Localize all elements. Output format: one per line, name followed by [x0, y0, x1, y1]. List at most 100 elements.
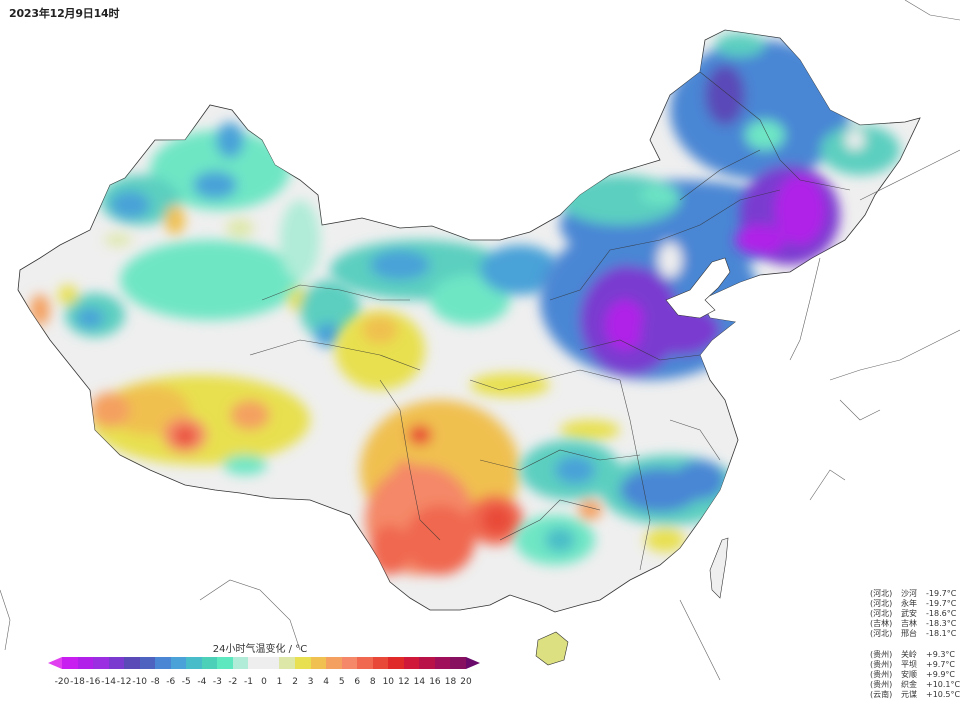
colorbar-segment [403, 657, 420, 669]
colorbar-segment [419, 657, 435, 669]
province-borders [249, 71, 851, 571]
colorbar-segment [434, 657, 451, 669]
station-value: +10.1°C [926, 680, 960, 689]
colorbar-tick-label: -20 [54, 677, 70, 687]
colorbar-segment [170, 657, 187, 669]
station-value: -19.7°C [926, 599, 957, 608]
station-province: (河北) [870, 629, 893, 638]
colorbar-segment [108, 657, 125, 669]
colorbar-tick-label: 5 [338, 677, 345, 687]
colorbar-segment [372, 657, 389, 669]
station-name: 沙河 [901, 589, 917, 598]
colorbar-segment [326, 657, 342, 669]
station-value: -19.7°C [926, 589, 957, 598]
colorbar-segment [294, 657, 311, 669]
map-timestamp: 2023年12月9日14时 [9, 7, 120, 20]
station-name: 元谋 [901, 690, 917, 699]
colorbar-segment [232, 657, 249, 669]
station-row: (贵州) 织金 +10.1°C [870, 680, 960, 690]
station-name: 关岭 [901, 650, 917, 659]
colorbar-tick-label: -16 [85, 677, 101, 687]
station-province: (贵州) [870, 680, 893, 689]
colorbar-segment [155, 657, 171, 669]
colorbar-ticks: -20 -18 -16 -14 -12 -10 -8 -6 -5 -4 -3 -2 -1 0 1 2 3 4 5 6 8… [55, 677, 472, 689]
station-province: (云南) [870, 690, 893, 699]
station-province: (吉林) [870, 619, 893, 628]
colorbar-segment [279, 657, 295, 669]
colorbar-tick-label: -6 [166, 677, 176, 687]
colorbar-tick-label: 8 [369, 677, 376, 687]
coldest-stations-list: (河北) 沙河 -19.7°C (河北) 永年 -19.7°C (河北) 武安 -18.6°C(… [870, 589, 956, 639]
station-row: (吉林) 吉林 -18.3°C [870, 619, 956, 629]
station-province: (贵州) [870, 670, 893, 679]
colorbar-tick-label: -8 [150, 677, 160, 687]
colorbar-segment [263, 657, 280, 669]
station-province: (河北) [870, 599, 893, 608]
colorbar-segment [124, 657, 140, 669]
station-value: -18.3°C [926, 619, 957, 628]
neighbor-coastlines [0, 0, 960, 681]
colorbar-tick-label: -4 [197, 677, 207, 687]
colorbar-tick-label: -3 [212, 677, 222, 687]
station-province: (河北) [870, 609, 893, 618]
colorbar-under-arrow [48, 657, 62, 669]
colorbar-segment [248, 657, 264, 669]
temperature-field [30, 33, 900, 575]
station-name: 武安 [901, 609, 917, 618]
station-name: 吉林 [901, 619, 917, 628]
colorbar-tick-label: -5 [181, 677, 191, 687]
colorbar-tick-label: 16 [429, 677, 441, 687]
colorbar-segment [388, 657, 404, 669]
station-name: 平坝 [901, 660, 917, 669]
colorbar-tick-label: 20 [460, 677, 472, 687]
colorbar-tick-label: 6 [354, 677, 361, 687]
station-name: 永年 [901, 599, 917, 608]
colorbar-tick-label: 3 [307, 677, 314, 687]
station-row: (河北) 武安 -18.6°C [870, 609, 956, 619]
station-province: (河北) [870, 589, 893, 598]
station-value: +10.5°C [926, 690, 960, 699]
colorbar-tick-label: -10 [132, 677, 148, 687]
colorbar-tick-label: -2 [228, 677, 238, 687]
warmest-stations-list: (贵州) 关岭 +9.3°C (贵州) 平坝 +9.7°C (贵州) 安顺 +9.9°C (贵州)… [870, 650, 960, 700]
taiwan [709, 537, 729, 599]
colorbar-segment [341, 657, 358, 669]
station-row: (贵州) 安顺 +9.9°C [870, 670, 960, 680]
colorbar-segment [450, 657, 466, 669]
station-row: (云南) 元谋 +10.5°C [870, 690, 960, 700]
colorbar-tick-label: 12 [398, 677, 410, 687]
colorbar [48, 657, 480, 669]
station-row: (贵州) 平坝 +9.7°C [870, 660, 960, 670]
colorbar-segment [139, 657, 156, 669]
station-value: -18.1°C [926, 629, 957, 638]
station-name: 织金 [901, 680, 917, 689]
colorbar-segment [186, 657, 202, 669]
hainan [535, 631, 569, 666]
station-row: (河北) 邢台 -18.1°C [870, 629, 956, 639]
station-name: 安顺 [901, 670, 917, 679]
colorbar-tick-label: -12 [116, 677, 132, 687]
colorbar-segment [201, 657, 218, 669]
bohai-sea [665, 257, 731, 319]
station-value: +9.9°C [926, 670, 956, 679]
station-name: 邢台 [901, 629, 917, 638]
colorbar-segment [77, 657, 94, 669]
colorbar-tick-label: -18 [70, 677, 85, 687]
station-province: (贵州) [870, 660, 893, 669]
colorbar-tick-label: 0 [261, 677, 267, 687]
colorbar-tick-label: 10 [382, 677, 395, 687]
station-province: (贵州) [870, 650, 893, 659]
colorbar-tick-label: -14 [101, 677, 116, 687]
colorbar-segment [217, 657, 233, 669]
colorbar-tick-label: 1 [276, 677, 283, 687]
colorbar-tick-label: -1 [243, 677, 253, 687]
colorbar-segment [357, 657, 373, 669]
station-value: -18.6°C [926, 609, 957, 618]
colorbar-over-arrow [465, 657, 480, 669]
colorbar-segment [93, 657, 109, 669]
station-value: +9.7°C [926, 660, 956, 669]
colorbar-segment [62, 657, 78, 669]
station-row: (河北) 永年 -19.7°C [870, 599, 956, 609]
legend-title: 24小时气温变化 / °C [212, 644, 308, 655]
